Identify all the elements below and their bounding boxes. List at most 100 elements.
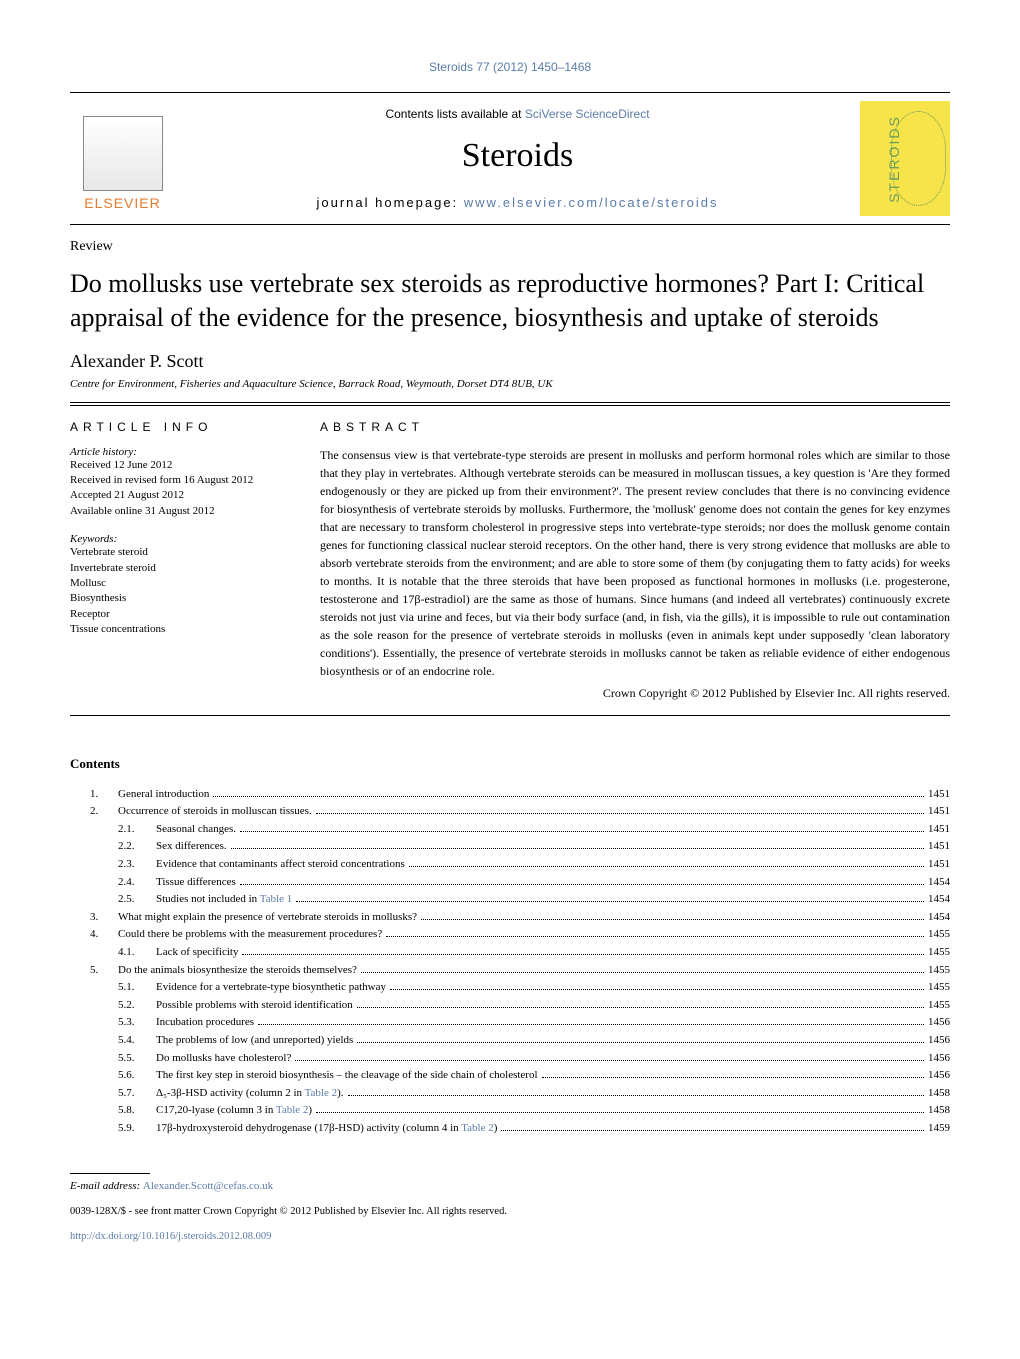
history-line: Accepted 21 August 2012 bbox=[70, 488, 296, 503]
toc-table-link[interactable]: Table 2 bbox=[305, 1087, 338, 1099]
toc-page: 1455 bbox=[928, 944, 950, 962]
toc-dots bbox=[357, 1007, 924, 1008]
toc-page: 1455 bbox=[928, 979, 950, 997]
toc-dots bbox=[386, 936, 924, 937]
toc-title: Sex differences. bbox=[156, 838, 227, 856]
toc-entry: 5.Do the animals biosynthesize the stero… bbox=[70, 962, 950, 980]
toc-number: 5.6. bbox=[118, 1067, 156, 1085]
toc-table-link[interactable]: Table 2 bbox=[276, 1104, 309, 1116]
toc-title: The problems of low (and unreported) yie… bbox=[156, 1032, 353, 1050]
toc-dots bbox=[213, 796, 924, 797]
toc-title: C17,20-lyase (column 3 in Table 2) bbox=[156, 1102, 312, 1120]
toc-entry: 3.What might explain the presence of ver… bbox=[70, 909, 950, 927]
toc-page: 1456 bbox=[928, 1050, 950, 1068]
email-line: E-mail address: Alexander.Scott@cefas.co… bbox=[70, 1180, 950, 1192]
contents-prefix: Contents lists available at bbox=[385, 107, 524, 121]
history-label: Article history: bbox=[70, 446, 296, 458]
header-center: Contents lists available at SciVerse Sci… bbox=[175, 107, 860, 210]
homepage-prefix: journal homepage: bbox=[316, 195, 463, 210]
toc-dots bbox=[296, 901, 924, 902]
keyword: Invertebrate steroid bbox=[70, 561, 296, 576]
toc-entry: 5.7.Δ₅-3β-HSD activity (column 2 in Tabl… bbox=[70, 1085, 950, 1103]
toc-title: Lack of specificity bbox=[156, 944, 238, 962]
toc-dots bbox=[242, 954, 924, 955]
footer-divider bbox=[70, 1173, 150, 1174]
keyword: Biosynthesis bbox=[70, 591, 296, 606]
toc-number: 4.1. bbox=[118, 944, 156, 962]
toc-page: 1456 bbox=[928, 1032, 950, 1050]
toc-number: 5.1. bbox=[118, 979, 156, 997]
front-matter-line: 0039-128X/$ - see front matter Crown Cop… bbox=[70, 1206, 950, 1217]
toc-entry: 5.2.Possible problems with steroid ident… bbox=[70, 997, 950, 1015]
toc-entry: 2.4.Tissue differences1454 bbox=[70, 874, 950, 892]
doi-link[interactable]: http://dx.doi.org/10.1016/j.steroids.201… bbox=[70, 1231, 271, 1242]
keyword: Vertebrate steroid bbox=[70, 545, 296, 560]
toc-title-after: ). bbox=[337, 1087, 343, 1099]
toc-entry: 4.Could there be problems with the measu… bbox=[70, 926, 950, 944]
toc-title: Do mollusks have cholesterol? bbox=[156, 1050, 291, 1068]
abstract-copyright: Crown Copyright © 2012 Published by Else… bbox=[320, 686, 950, 701]
toc-title: Studies not included in Table 1 bbox=[156, 891, 292, 909]
toc-page: 1454 bbox=[928, 891, 950, 909]
toc-page: 1451 bbox=[928, 786, 950, 804]
toc-entry: 5.1.Evidence for a vertebrate-type biosy… bbox=[70, 979, 950, 997]
toc-entry: 2.Occurrence of steroids in molluscan ti… bbox=[70, 803, 950, 821]
toc-number: 2.2. bbox=[118, 838, 156, 856]
contents-available-line: Contents lists available at SciVerse Sci… bbox=[175, 107, 860, 121]
toc-title: Seasonal changes. bbox=[156, 821, 236, 839]
toc-title: What might explain the presence of verte… bbox=[118, 909, 417, 927]
divider bbox=[70, 402, 950, 403]
toc-number: 3. bbox=[90, 909, 118, 927]
info-abstract-section: ARTICLE INFO Article history: Received 1… bbox=[70, 405, 950, 716]
history-line: Received 12 June 2012 bbox=[70, 458, 296, 473]
toc-number: 5.5. bbox=[118, 1050, 156, 1068]
history-line: Received in revised form 16 August 2012 bbox=[70, 473, 296, 488]
toc-page: 1454 bbox=[928, 874, 950, 892]
toc-number: 2. bbox=[90, 803, 118, 821]
publisher-logo: ELSEVIER bbox=[70, 106, 175, 211]
toc-title: Tissue differences bbox=[156, 874, 236, 892]
journal-reference: Steroids 77 (2012) 1450–1468 bbox=[70, 60, 950, 74]
abstract-text: The consensus view is that vertebrate-ty… bbox=[320, 446, 950, 680]
sciencedirect-link[interactable]: SciVerse ScienceDirect bbox=[525, 107, 650, 121]
email-label: E-mail address: bbox=[70, 1180, 143, 1192]
keyword: Tissue concentrations bbox=[70, 622, 296, 637]
toc-title: Evidence for a vertebrate-type biosynthe… bbox=[156, 979, 386, 997]
toc-dots bbox=[421, 919, 924, 920]
toc-entry: 2.3.Evidence that contaminants affect st… bbox=[70, 856, 950, 874]
toc-title-after: ) bbox=[308, 1104, 312, 1116]
toc-entry: 5.6.The first key step in steroid biosyn… bbox=[70, 1067, 950, 1085]
abstract-column: ABSTRACT The consensus view is that vert… bbox=[320, 405, 950, 715]
journal-name: Steroids bbox=[175, 137, 860, 175]
toc-number: 5.7. bbox=[118, 1085, 156, 1103]
toc-number: 5.3. bbox=[118, 1014, 156, 1032]
toc-title: The first key step in steroid biosynthes… bbox=[156, 1067, 538, 1085]
author-affiliation: Centre for Environment, Fisheries and Aq… bbox=[70, 378, 950, 390]
toc-number: 5.8. bbox=[118, 1102, 156, 1120]
email-link[interactable]: Alexander.Scott@cefas.co.uk bbox=[143, 1180, 273, 1192]
toc-entry: 4.1.Lack of specificity 1455 bbox=[70, 944, 950, 962]
toc-title-after: ) bbox=[494, 1122, 498, 1134]
toc-table-link[interactable]: Table 2 bbox=[461, 1122, 494, 1134]
toc-title: General introduction bbox=[118, 786, 209, 804]
toc-page: 1451 bbox=[928, 856, 950, 874]
toc-title: Could there be problems with the measure… bbox=[118, 926, 382, 944]
toc-number: 1. bbox=[90, 786, 118, 804]
keyword: Receptor bbox=[70, 607, 296, 622]
toc-page: 1455 bbox=[928, 997, 950, 1015]
article-info-heading: ARTICLE INFO bbox=[70, 420, 296, 434]
homepage-link[interactable]: www.elsevier.com/locate/steroids bbox=[464, 195, 719, 210]
toc-dots bbox=[361, 972, 924, 973]
toc-table-link[interactable]: Table 1 bbox=[260, 893, 293, 905]
toc-dots bbox=[295, 1060, 924, 1061]
keywords-label: Keywords: bbox=[70, 533, 296, 545]
journal-header: ELSEVIER Contents lists available at Sci… bbox=[70, 92, 950, 225]
journal-homepage-line: journal homepage: www.elsevier.com/locat… bbox=[175, 195, 860, 210]
abstract-heading: ABSTRACT bbox=[320, 420, 950, 434]
table-of-contents: 1.General introduction14512.Occurrence o… bbox=[70, 786, 950, 1138]
toc-entry: 5.3.Incubation procedures1456 bbox=[70, 1014, 950, 1032]
toc-page: 1455 bbox=[928, 926, 950, 944]
toc-page: 1451 bbox=[928, 821, 950, 839]
toc-title: Possible problems with steroid identific… bbox=[156, 997, 353, 1015]
journal-cover-thumb: STEROIDS bbox=[860, 101, 950, 216]
